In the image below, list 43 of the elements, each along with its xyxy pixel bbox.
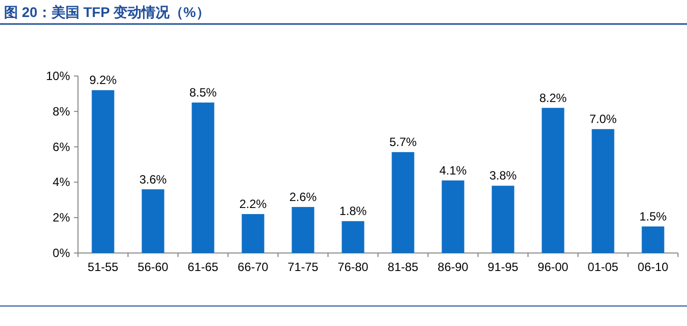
bar — [292, 206, 314, 253]
x-tick-label: 61-65 — [188, 260, 219, 274]
x-tick-label: 86-90 — [438, 260, 469, 274]
bar — [192, 102, 214, 253]
data-label: 7.0% — [589, 112, 617, 126]
x-tick-label: 51-55 — [88, 260, 119, 274]
y-tick-label: 8% — [52, 104, 70, 118]
bar — [92, 90, 114, 253]
data-label: 8.2% — [539, 90, 567, 105]
bar — [642, 226, 664, 253]
bar — [542, 108, 564, 253]
bar — [342, 221, 364, 253]
data-label: 1.5% — [639, 209, 667, 224]
chart-title: 图 20：美国 TFP 变动情况（%） — [4, 4, 210, 20]
bar — [242, 214, 264, 253]
x-tick-label: 01-05 — [588, 260, 619, 274]
data-label: 3.6% — [139, 172, 167, 186]
x-tick-label: 71-75 — [288, 260, 319, 274]
data-label: 8.5% — [189, 86, 217, 100]
x-tick-label: 96-00 — [538, 260, 569, 274]
data-label: 3.8% — [489, 168, 517, 183]
data-label: 2.6% — [289, 190, 317, 204]
x-tick-label: 06-10 — [638, 260, 669, 274]
y-tick-label: 2% — [52, 210, 70, 225]
y-tick-label: 6% — [52, 140, 70, 154]
y-tick-label: 4% — [52, 175, 70, 190]
bar — [392, 152, 414, 253]
bar — [492, 186, 514, 253]
x-tick-label: 56-60 — [138, 260, 169, 274]
y-tick-label: 0% — [52, 246, 70, 260]
bar — [442, 180, 464, 253]
bar — [592, 129, 614, 253]
data-label: 2.2% — [239, 197, 267, 212]
data-label: 5.7% — [389, 135, 417, 150]
x-tick-label: 91-95 — [488, 260, 519, 274]
x-tick-label: 76-80 — [338, 260, 369, 274]
x-tick-label: 81-85 — [388, 260, 419, 274]
y-tick-label: 10% — [46, 69, 70, 83]
data-label: 1.8% — [339, 204, 367, 218]
data-label: 9.2% — [89, 73, 117, 88]
bar — [142, 189, 164, 253]
data-label: 4.1% — [439, 163, 467, 178]
x-tick-label: 66-70 — [238, 260, 269, 274]
